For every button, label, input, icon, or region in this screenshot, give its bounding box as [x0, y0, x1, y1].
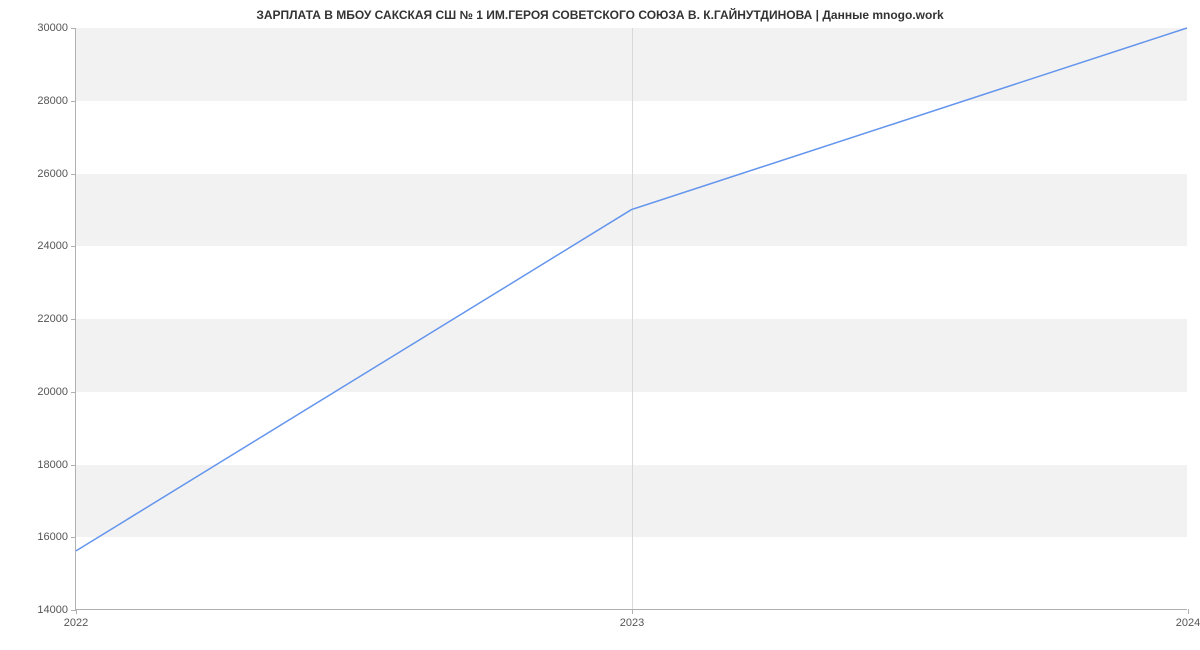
line-layer: [76, 28, 1187, 609]
y-tick-label: 18000: [37, 459, 76, 471]
x-tick-label: 2024: [1176, 609, 1200, 629]
plot-area: 1400016000180002000022000240002600028000…: [75, 28, 1187, 610]
y-tick-label: 20000: [37, 386, 76, 398]
y-tick-label: 26000: [37, 168, 76, 180]
y-tick-label: 16000: [37, 531, 76, 543]
chart-title: ЗАРПЛАТА В МБОУ САКСКАЯ СШ № 1 ИМ.ГЕРОЯ …: [0, 8, 1200, 22]
y-tick-label: 24000: [37, 240, 76, 252]
x-tick-label: 2023: [620, 609, 644, 629]
x-tick-label: 2022: [64, 609, 88, 629]
y-tick-label: 30000: [37, 22, 76, 34]
y-tick-label: 28000: [37, 95, 76, 107]
y-tick-label: 22000: [37, 313, 76, 325]
series-line-salary: [76, 28, 1187, 551]
